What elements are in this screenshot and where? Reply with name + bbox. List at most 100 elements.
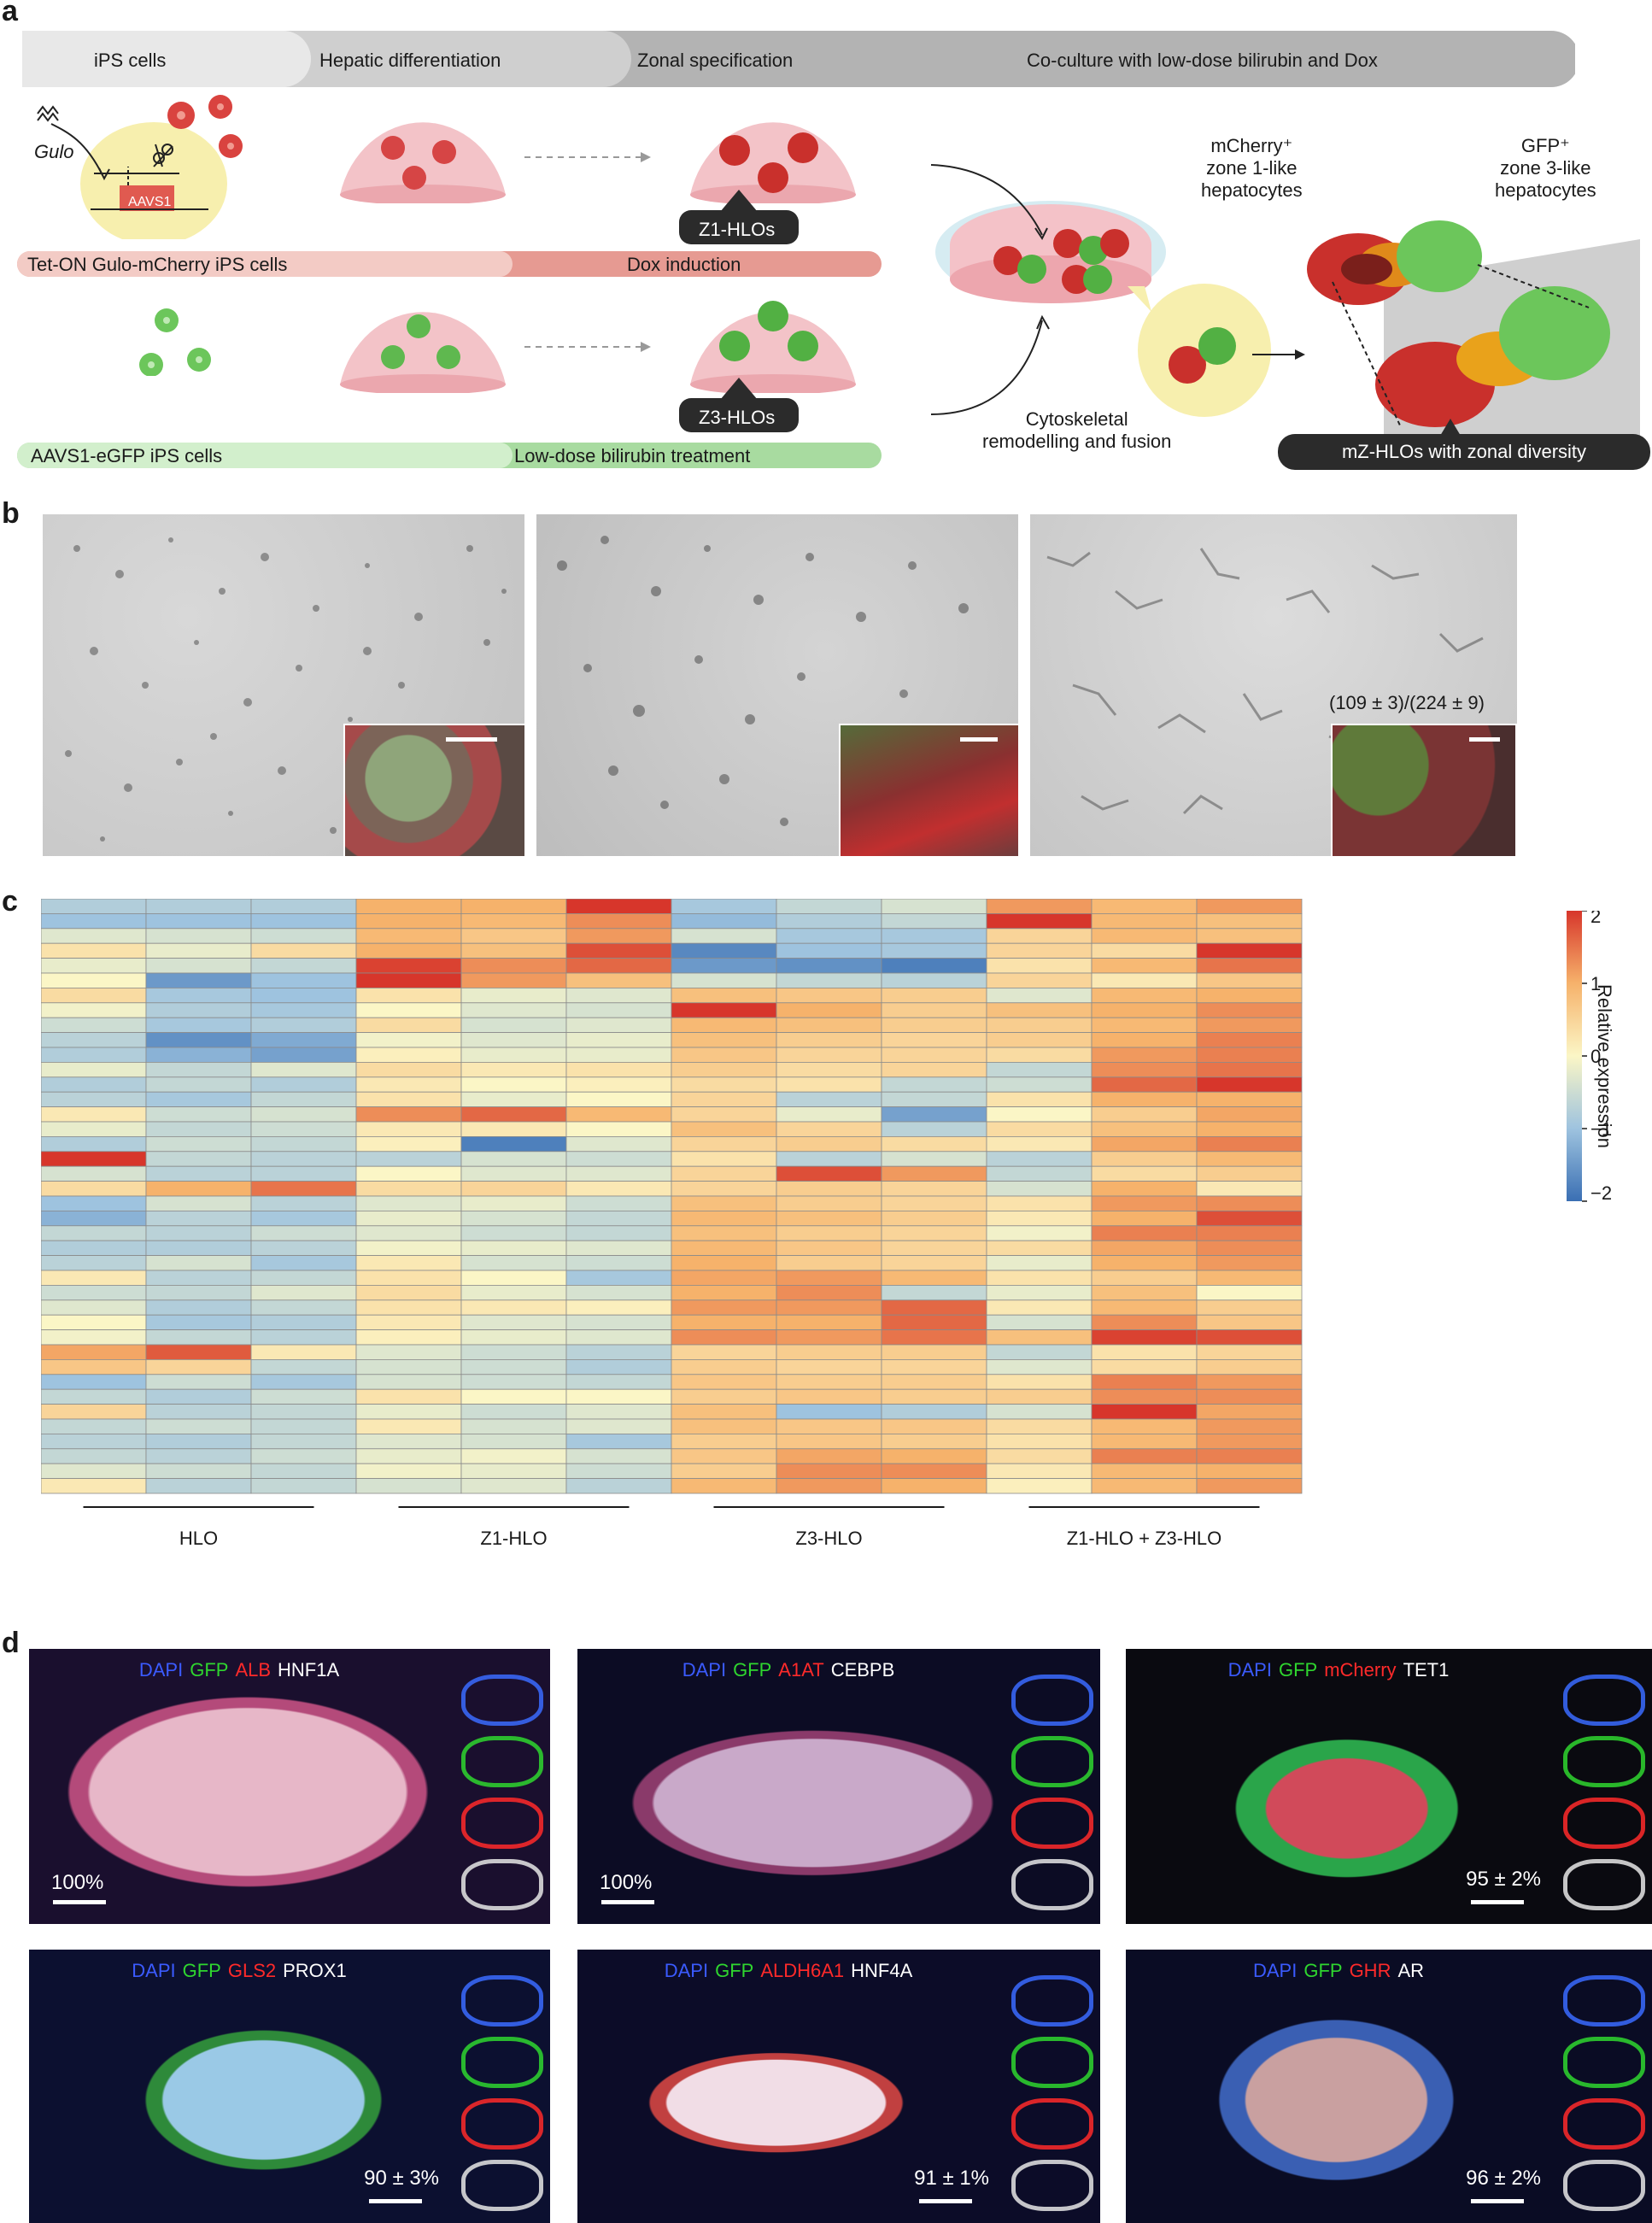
heatmap-cell	[986, 1195, 1093, 1211]
heatmap-cell	[881, 1434, 987, 1450]
stain-name: GFP	[182, 1960, 221, 1981]
channel-thumbnail	[461, 2037, 543, 2088]
heatmap-cell	[671, 1151, 777, 1167]
heatmap-cell	[145, 1314, 252, 1331]
heatmap-cell	[881, 1329, 987, 1346]
mz-hlos-tag: mZ-HLOs with zonal diversity	[1278, 434, 1650, 470]
heatmap-cell	[41, 1344, 147, 1360]
heatmap-cell	[460, 1448, 567, 1464]
heatmap-cell	[355, 1181, 462, 1197]
heatmap-cell	[1196, 1388, 1303, 1405]
heatmap-cell	[776, 1091, 882, 1107]
heatmap-cell	[776, 1121, 882, 1137]
heatmap-cell	[1196, 1225, 1303, 1241]
heatmap-cell	[1196, 1091, 1303, 1107]
heatmap-cell	[881, 1165, 987, 1182]
scale-bar	[1469, 737, 1500, 742]
heatmap-cell	[41, 1121, 147, 1137]
heatmap-cell	[1196, 1314, 1303, 1331]
heatmap-cell	[355, 1463, 462, 1480]
heatmap-cell	[145, 1299, 252, 1316]
heatmap-cell	[1196, 1404, 1303, 1420]
heatmap-cell	[460, 1151, 567, 1167]
heatmap-cell	[460, 1478, 567, 1494]
heatmap-cell	[565, 899, 672, 914]
heatmap-cell	[881, 1032, 987, 1048]
heatmap-cell	[881, 1002, 987, 1018]
stain-name: TET1	[1403, 1659, 1450, 1680]
heatmap-cell	[881, 1299, 987, 1316]
heatmap-cell	[460, 1195, 567, 1211]
heatmap-cell	[1196, 912, 1303, 930]
heatmap-cell	[460, 1344, 567, 1360]
heatmap-cell	[250, 1225, 357, 1241]
heatmap-cell	[145, 1448, 252, 1464]
heatmap-cell	[881, 958, 987, 974]
heatmap-cell	[355, 1299, 462, 1316]
brightfield-image-2	[536, 514, 1018, 856]
colorbar-tick-label: 2	[1590, 911, 1601, 927]
scale-bar	[1471, 2199, 1524, 2203]
heatmap-cell	[145, 1195, 252, 1211]
heatmap-cell	[776, 1314, 882, 1331]
heatmap-cell	[776, 1181, 882, 1197]
heatmap-cell	[145, 1344, 252, 1360]
heatmap-cell	[986, 1255, 1093, 1271]
heatmap-cell	[145, 1032, 252, 1048]
heatmap-cell	[41, 1210, 147, 1227]
heatmap-cell	[145, 958, 252, 974]
heatmap-cell	[671, 958, 777, 974]
heatmap-cell	[671, 988, 777, 1004]
heatmap-cell	[355, 1151, 462, 1167]
stain-name: CEBPB	[830, 1659, 895, 1680]
heatmap-cell	[671, 1329, 777, 1346]
heatmap-cell	[145, 1165, 252, 1182]
heatmap-cell	[41, 1270, 147, 1286]
heatmap-cell	[41, 1314, 147, 1331]
heatmap-cell	[671, 1047, 777, 1063]
heatmap-cell	[986, 1359, 1093, 1375]
heatmap-cell	[565, 988, 672, 1004]
heatmap-cell	[355, 972, 462, 988]
heatmap-cell	[881, 1091, 987, 1107]
stain-name: GFP	[1303, 1960, 1343, 1981]
heatmap-cell	[776, 1210, 882, 1227]
heatmap-cell	[145, 1359, 252, 1375]
heatmap-cell	[145, 1076, 252, 1093]
heatmap-cell	[881, 988, 987, 1004]
heatmap-cell	[250, 1002, 357, 1018]
heatmap-cell	[1091, 988, 1198, 1004]
heatmap-cell	[250, 1255, 357, 1271]
timeline-arrows	[22, 31, 1575, 87]
heatmap-cell	[671, 1374, 777, 1390]
channel-thumbnail	[461, 1736, 543, 1787]
heatmap-cell	[1091, 1255, 1198, 1271]
heatmap-cell	[881, 1374, 987, 1390]
channel-thumbnail	[461, 2160, 543, 2211]
heatmap-cell	[250, 1284, 357, 1301]
scale-bar	[601, 1900, 654, 1904]
heatmap-cell	[776, 1329, 882, 1346]
heatmap-cell	[1196, 1032, 1303, 1048]
dashed-arrow-bottom	[524, 342, 651, 352]
heatmap-cell	[1196, 1135, 1303, 1153]
heatmap-cell	[776, 1448, 882, 1464]
heatmap-cell	[671, 1017, 777, 1033]
inset-fluorescence-2	[839, 724, 1018, 856]
gulo-knockin-diagram	[37, 105, 227, 239]
heatmap-cell	[355, 1210, 462, 1227]
heatmap-cell	[250, 1181, 357, 1197]
heatmap-cell	[1196, 1240, 1303, 1257]
heatmap-cell	[776, 1002, 882, 1018]
stain-name: A1AT	[778, 1659, 824, 1680]
heatmap-cell	[1196, 1374, 1303, 1390]
heatmap-cell	[671, 1478, 777, 1494]
heatmap-cell	[460, 1121, 567, 1137]
heatmap-cell	[41, 1463, 147, 1480]
heatmap-cell	[671, 942, 777, 959]
stain-legend: DAPI GFP mCherry TET1	[1126, 1659, 1558, 1681]
heatmap-cell	[41, 1106, 147, 1123]
heatmap-cell	[986, 1047, 1093, 1063]
heatmap-cell	[1196, 1047, 1303, 1063]
heatmap-cell	[881, 1404, 987, 1420]
